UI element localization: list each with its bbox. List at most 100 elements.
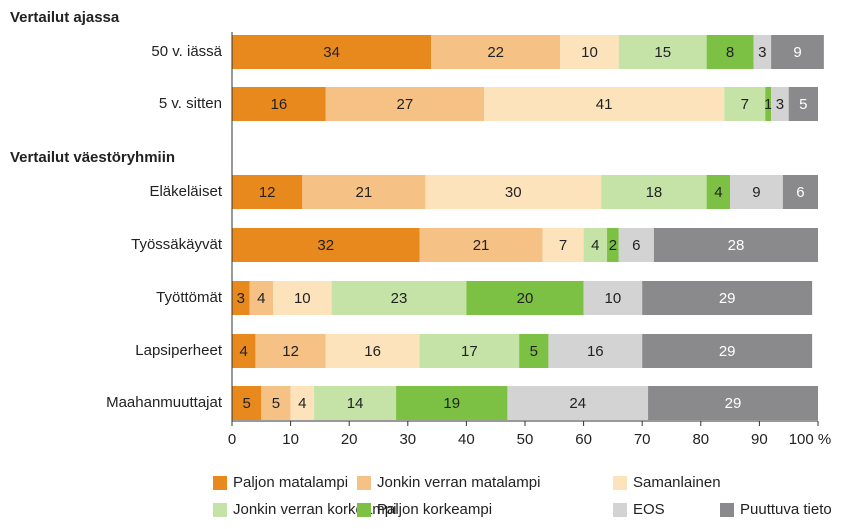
bar-segment [325, 87, 484, 121]
bar-value-label: 16 [587, 343, 604, 360]
bar-value-label: 4 [591, 237, 599, 254]
x-tick-label: 10 [282, 431, 299, 448]
bar-value-label: 9 [752, 184, 760, 201]
x-tick-label: 100 % [789, 431, 832, 448]
bar-segment [507, 386, 649, 420]
bar-value-label: 7 [741, 96, 749, 113]
bar-value-label: 16 [271, 96, 288, 113]
bar-value-label: 5 [799, 96, 807, 113]
legend-label: EOS [633, 501, 665, 518]
bar-value-label: 24 [569, 395, 586, 412]
bar-value-label: 17 [461, 343, 478, 360]
bar-segment [325, 334, 420, 368]
bar-segment [290, 386, 315, 420]
bar-segment [483, 87, 725, 121]
bar-segment [583, 228, 608, 262]
legend-swatch [613, 503, 627, 517]
category-label: 50 v. iässä [151, 43, 222, 60]
bar-value-label: 3 [237, 290, 245, 307]
x-tick-label: 60 [575, 431, 592, 448]
bar-segment [431, 35, 561, 69]
bar-segment [771, 87, 789, 121]
bar-segment [560, 35, 619, 69]
bar-value-label: 12 [282, 343, 299, 360]
bar-segment [419, 228, 543, 262]
category-label: 5 v. sitten [159, 95, 222, 112]
bar-value-label: 10 [605, 290, 622, 307]
legend-label: Puuttuva tieto [740, 501, 832, 518]
bar-value-label: 30 [505, 184, 522, 201]
bar-value-label: 14 [347, 395, 364, 412]
bar-segment [601, 175, 707, 209]
x-tick-label: 30 [399, 431, 416, 448]
group-label: Vertailut ajassa [10, 9, 120, 26]
bar-value-label: 34 [323, 44, 340, 61]
bar-segment [583, 281, 643, 315]
bar-segment [232, 35, 432, 69]
bar-value-label: 28 [728, 237, 745, 254]
bar-value-label: 10 [581, 44, 598, 61]
bar-value-label: 4 [298, 395, 306, 412]
bar-value-label: 4 [714, 184, 722, 201]
bar-value-label: 12 [259, 184, 276, 201]
bar-segment [466, 281, 584, 315]
bar-value-label: 22 [487, 44, 504, 61]
bar-segment [618, 228, 654, 262]
bar-segment [425, 175, 602, 209]
bar-segment [396, 386, 508, 420]
x-tick-label: 0 [228, 431, 236, 448]
legend-swatch [213, 503, 227, 517]
bar-segment [648, 386, 818, 420]
x-tick-label: 50 [517, 431, 534, 448]
bar-segment [730, 175, 783, 209]
bar-segment [255, 334, 326, 368]
legend-label: Paljon korkeampi [377, 501, 492, 518]
bar-value-label: 2 [609, 237, 617, 254]
x-tick-label: 70 [634, 431, 651, 448]
bar-value-label: 3 [776, 96, 784, 113]
bar-value-label: 1 [764, 96, 772, 113]
bar-segment [753, 35, 772, 69]
bar-segment [302, 175, 426, 209]
bar-value-label: 9 [793, 44, 801, 61]
bar-segment [542, 228, 584, 262]
bar-segment [771, 35, 824, 69]
legend-label: Jonkin verran matalampi [377, 474, 540, 491]
bar-segment [724, 87, 766, 121]
x-tick-label: 80 [692, 431, 709, 448]
bar-segment [642, 334, 813, 368]
bar-value-label: 7 [559, 237, 567, 254]
bar-segment [788, 87, 818, 121]
legend-label: Jonkin verran korkeampi [233, 501, 396, 518]
bar-segment [706, 35, 754, 69]
bar-segment [261, 386, 291, 420]
bar-value-label: 41 [596, 96, 613, 113]
bar-value-label: 8 [726, 44, 734, 61]
category-label: Maahanmuuttajat [106, 394, 223, 411]
bar-value-label: 29 [725, 395, 742, 412]
bar-segment [249, 281, 274, 315]
bar-value-label: 18 [646, 184, 663, 201]
bar-segment [642, 281, 813, 315]
bar-value-label: 27 [397, 96, 414, 113]
legend-swatch [720, 503, 734, 517]
bar-segment [618, 35, 707, 69]
bar-value-label: 32 [317, 237, 334, 254]
bar-segment [653, 228, 818, 262]
bar-value-label: 5 [272, 395, 280, 412]
bar-value-label: 15 [654, 44, 671, 61]
bar-segment [706, 175, 731, 209]
bar-value-label: 21 [473, 237, 490, 254]
bar-value-label: 29 [719, 343, 736, 360]
bar-value-label: 23 [391, 290, 408, 307]
bar-value-label: 6 [632, 237, 640, 254]
bar-value-label: 6 [796, 184, 804, 201]
bar-segment [607, 228, 619, 262]
bar-segment [232, 175, 303, 209]
legend-swatch [357, 476, 371, 490]
legend-swatch [357, 503, 371, 517]
bar-value-label: 4 [240, 343, 248, 360]
bar-segment [232, 87, 326, 121]
category-label: Lapsiperheet [135, 342, 223, 359]
